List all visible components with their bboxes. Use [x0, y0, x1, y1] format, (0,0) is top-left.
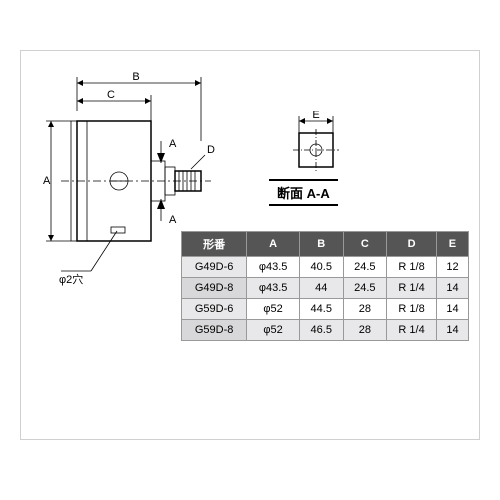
dim-b: B — [132, 71, 139, 83]
table-row: G59D-6 φ52 44.5 28 R 1/8 14 — [182, 299, 469, 320]
table-header-row: 形番 A B C D E — [182, 232, 469, 257]
dim-e: E — [312, 111, 319, 121]
table: 形番 A B C D E G49D-6 φ43.5 40.5 24.5 R 1/… — [181, 231, 469, 341]
section-label: 断面 A-A — [269, 179, 338, 206]
col-c: C — [343, 232, 387, 257]
dimension-table: 形番 A B C D E G49D-6 φ43.5 40.5 24.5 R 1/… — [181, 231, 469, 341]
col-model: 形番 — [182, 232, 247, 257]
col-d: D — [387, 232, 437, 257]
section-arrow-bottom: A — [169, 214, 177, 226]
section-arrow-top: A — [169, 138, 177, 150]
dim-c: C — [107, 89, 115, 101]
table-row: G59D-8 φ52 46.5 28 R 1/4 14 — [182, 320, 469, 341]
table-row: G49D-8 φ43.5 44 24.5 R 1/4 14 — [182, 278, 469, 299]
dim-d: D — [207, 144, 215, 156]
col-b: B — [299, 232, 343, 257]
note-phi2: φ2穴 — [59, 272, 83, 286]
dim-a: A — [43, 175, 51, 187]
col-a: A — [247, 232, 300, 257]
col-e: E — [436, 232, 468, 257]
content-frame: B C — [20, 50, 480, 440]
table-row: G49D-6 φ43.5 40.5 24.5 R 1/8 12 — [182, 257, 469, 278]
